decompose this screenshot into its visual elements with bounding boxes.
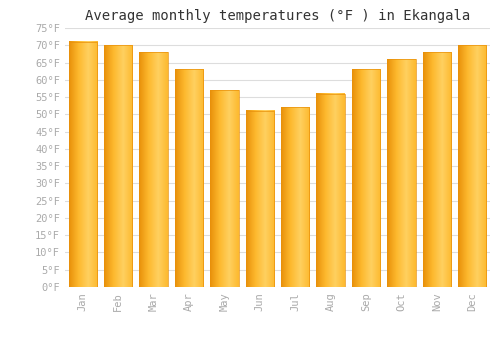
Bar <box>281 107 310 287</box>
Bar <box>104 45 132 287</box>
Bar <box>68 42 97 287</box>
Bar <box>422 52 451 287</box>
Bar <box>352 69 380 287</box>
Bar <box>458 45 486 287</box>
Bar <box>316 93 345 287</box>
Bar <box>140 52 168 287</box>
Bar <box>246 111 274 287</box>
Bar <box>210 90 238 287</box>
Bar <box>388 59 415 287</box>
Title: Average monthly temperatures (°F ) in Ekangala: Average monthly temperatures (°F ) in Ek… <box>85 9 470 23</box>
Bar <box>175 69 203 287</box>
